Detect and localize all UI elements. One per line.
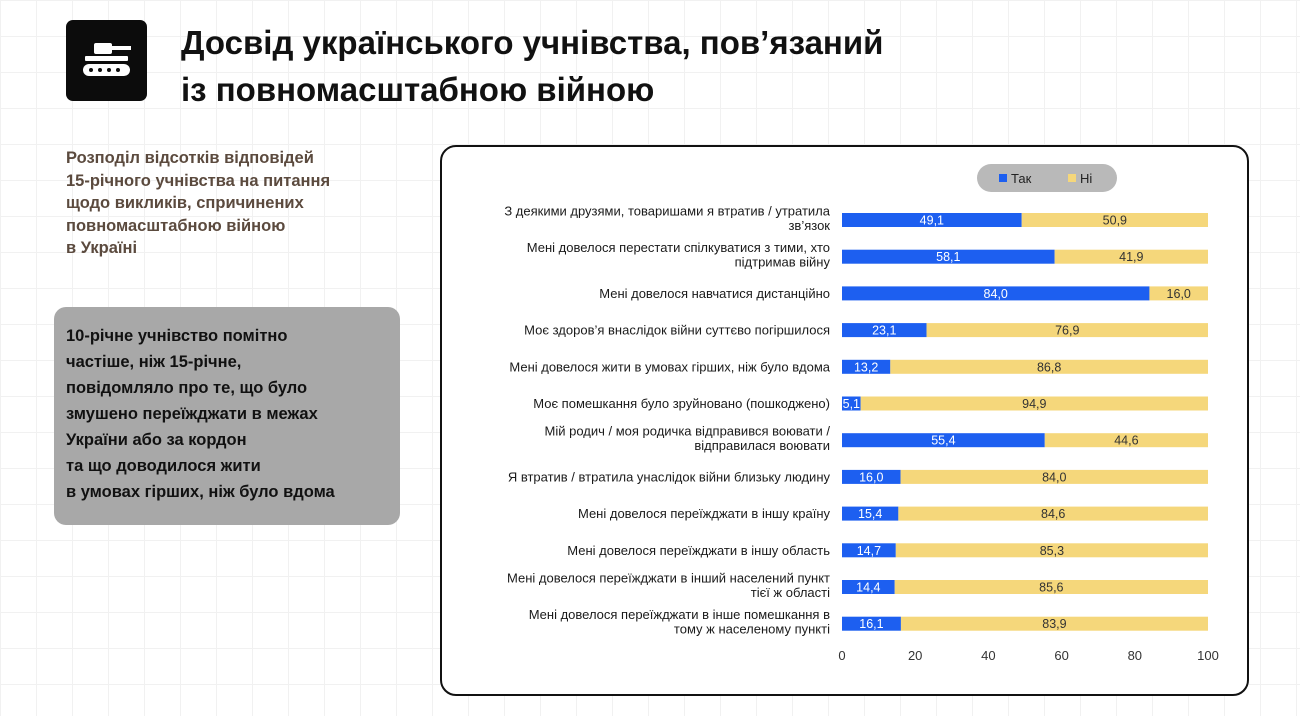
category-label: зв’язок bbox=[788, 218, 830, 233]
bar-no bbox=[900, 616, 1208, 631]
category-label: тому ж населеному пункті bbox=[674, 621, 830, 636]
data-label-yes: 84,0 bbox=[984, 287, 1008, 301]
description-line: в Україні bbox=[66, 239, 138, 257]
data-label-no: 86,8 bbox=[1037, 360, 1061, 374]
data-label-yes: 14,4 bbox=[856, 581, 880, 595]
bar-no bbox=[900, 469, 1208, 484]
data-label-yes: 14,7 bbox=[857, 544, 881, 558]
category-label: Моє здоров’я внаслідок війни суттєво пог… bbox=[524, 323, 830, 338]
data-label-yes: 23,1 bbox=[872, 324, 896, 338]
data-label-yes: 16,0 bbox=[859, 470, 883, 484]
bar-yes bbox=[842, 249, 1055, 264]
bar-yes bbox=[842, 286, 1150, 301]
data-label-no: 50,9 bbox=[1103, 214, 1127, 228]
bar-no bbox=[1044, 433, 1208, 448]
category-label: Мені довелося переїжджати в іншу область bbox=[567, 543, 830, 558]
page-title: Досвід українського учнівства, пов’язани… bbox=[181, 19, 883, 113]
x-tick-label: 100 bbox=[1197, 648, 1219, 663]
data-label-yes: 16,1 bbox=[859, 617, 883, 631]
data-label-no: 84,0 bbox=[1042, 470, 1066, 484]
legend-swatch-yes bbox=[999, 174, 1007, 182]
x-tick-label: 80 bbox=[1128, 648, 1142, 663]
legend-label-yes: Так bbox=[1011, 171, 1032, 186]
description-line: 15-річного учнівства на питання bbox=[66, 171, 331, 190]
bar-yes bbox=[842, 469, 901, 484]
bar-yes bbox=[842, 396, 861, 411]
logo-tile bbox=[66, 20, 147, 101]
data-label-yes: 58,1 bbox=[936, 250, 960, 264]
category-label: Мені довелося переїжджати в інше помешка… bbox=[529, 607, 830, 622]
data-label-yes: 49,1 bbox=[920, 214, 944, 228]
category-label: З деякими друзями, товаришами я втратив … bbox=[504, 203, 830, 218]
bar-yes bbox=[842, 616, 901, 631]
note-line: 10-річне учнівство помітно bbox=[66, 327, 288, 345]
chart-card: Так Ні 49,1 50,9 З деякими друзями, товариша… bbox=[440, 145, 1249, 696]
bar-no bbox=[926, 323, 1208, 338]
category-label: Мій родич / моя родичка відправився воюв… bbox=[545, 423, 831, 438]
data-label-no: 76,9 bbox=[1055, 324, 1079, 338]
category-label: тієї ж області bbox=[751, 585, 830, 600]
category-label: Мені довелося переїжджати в інший населе… bbox=[507, 570, 830, 585]
description-line: повномасштабною війною bbox=[66, 216, 286, 235]
bar-no bbox=[860, 396, 1208, 411]
note-line: в умовах гірших, ніж було вдома bbox=[66, 483, 335, 501]
data-label-yes: 13,2 bbox=[854, 360, 878, 374]
page-title-line: Досвід українського учнівства, пов’язани… bbox=[181, 24, 884, 61]
note-line: змушено переїжджати в межах bbox=[66, 405, 318, 423]
bar-no bbox=[1021, 213, 1208, 227]
category-label: Мені довелося навчатися дистанційно bbox=[599, 286, 830, 301]
note-line: України або за кордон bbox=[66, 431, 247, 449]
data-label-yes: 5,1 bbox=[843, 397, 860, 411]
bar-no bbox=[1149, 286, 1208, 301]
x-tick-label: 40 bbox=[981, 648, 995, 663]
page-title-line: із повномасштабною війною bbox=[181, 71, 655, 108]
data-label-no: 41,9 bbox=[1119, 250, 1143, 264]
description-line: Розподіл відсотків відповідей bbox=[66, 149, 314, 167]
bar-yes bbox=[842, 543, 896, 558]
data-label-no: 83,9 bbox=[1042, 617, 1066, 631]
bar-no bbox=[898, 506, 1208, 521]
category-label: Я втратив / втратила унаслідок війни бли… bbox=[508, 469, 831, 484]
category-label: Моє помешкання було зруйновано (пошкодже… bbox=[533, 396, 830, 411]
x-tick-label: 60 bbox=[1054, 648, 1068, 663]
data-label-yes: 15,4 bbox=[858, 507, 882, 521]
bar-yes bbox=[842, 506, 899, 521]
bar-no bbox=[894, 580, 1208, 594]
data-label-yes: 55,4 bbox=[931, 434, 955, 448]
bar-yes bbox=[842, 213, 1022, 227]
note-line: та що доводилося жити bbox=[66, 457, 261, 475]
data-label-no: 94,9 bbox=[1022, 397, 1046, 411]
note-text: 10-річне учнівство помітно частіше, ніж … bbox=[66, 323, 388, 505]
category-label: Мені довелося перестати спілкуватися з т… bbox=[527, 240, 830, 255]
bar-yes bbox=[842, 580, 895, 594]
data-label-no: 84,6 bbox=[1041, 507, 1065, 521]
note-line: частіше, ніж 15-річне, bbox=[66, 353, 242, 371]
stacked-bar-chart: Так Ні 49,1 50,9 З деякими друзями, товариша… bbox=[504, 164, 1219, 663]
legend-label-no: Ні bbox=[1080, 171, 1092, 186]
chart-description: Розподіл відсотків відповідей 15-річного… bbox=[66, 147, 396, 260]
legend-box bbox=[977, 164, 1117, 192]
description-line: щодо викликів, спричинених bbox=[66, 194, 304, 212]
tank-icon bbox=[83, 43, 131, 76]
data-label-no: 44,6 bbox=[1114, 434, 1138, 448]
bar-yes bbox=[842, 359, 891, 374]
bar-no bbox=[1054, 249, 1208, 264]
bar-yes bbox=[842, 433, 1045, 448]
note-box: 10-річне учнівство помітно частіше, ніж … bbox=[54, 307, 400, 525]
data-label-no: 85,3 bbox=[1040, 544, 1064, 558]
x-tick-label: 0 bbox=[838, 648, 845, 663]
bar-no bbox=[890, 359, 1208, 374]
bar-yes bbox=[842, 323, 927, 338]
data-label-no: 16,0 bbox=[1167, 287, 1191, 301]
note-line: повідомляло про те, що було bbox=[66, 379, 308, 397]
x-tick-label: 20 bbox=[908, 648, 922, 663]
category-label: відправилася воювати bbox=[694, 438, 830, 453]
legend-swatch-no bbox=[1068, 174, 1076, 182]
category-label: Мені довелося жити в умовах гірших, ніж … bbox=[509, 359, 830, 374]
bar-no bbox=[895, 543, 1208, 558]
data-label-no: 85,6 bbox=[1039, 581, 1063, 595]
category-label: Мені довелося переїжджати в іншу країну bbox=[578, 506, 831, 521]
category-label: підтримав війну bbox=[735, 254, 831, 269]
